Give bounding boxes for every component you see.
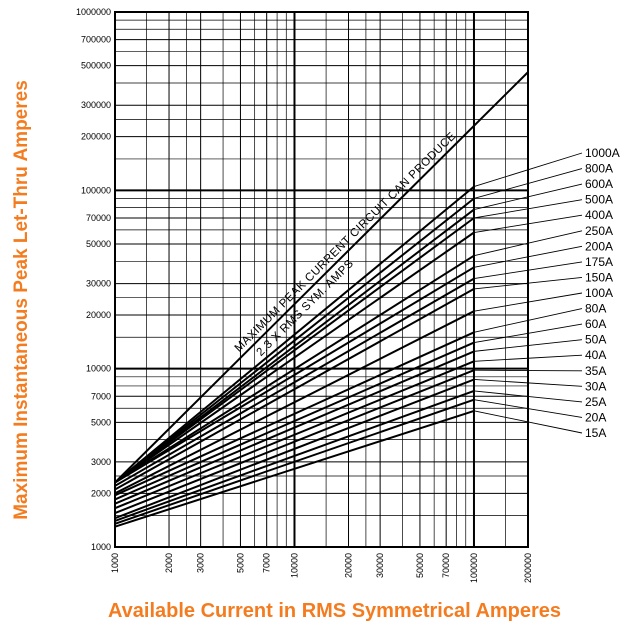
series-line-800a — [114, 197, 475, 484]
rating-label-25a: 25A — [585, 395, 606, 409]
leader-line — [473, 369, 583, 372]
series-line-50a — [114, 350, 475, 505]
leader-line — [473, 261, 583, 280]
y-tick-label: 200000 — [81, 132, 111, 142]
series-line-500a — [114, 217, 475, 484]
leader-line — [473, 152, 583, 187]
rating-label-30a: 30A — [585, 379, 606, 393]
rating-label-80a: 80A — [585, 302, 606, 316]
x-axis-label: Available Current in RMS Symmetrical Amp… — [107, 600, 562, 622]
rating-label-15a: 15A — [585, 426, 606, 440]
reference-line — [114, 71, 529, 484]
rating-label-20a: 20A — [585, 410, 606, 424]
leader-line — [473, 168, 583, 199]
x-tick-label: 100000 — [469, 553, 479, 583]
series-line-80a — [114, 331, 475, 497]
rating-label-175a: 175A — [585, 255, 613, 269]
rating-label-150a: 150A — [585, 270, 613, 284]
rating-label-500a: 500A — [585, 193, 613, 207]
rating-label-600a: 600A — [585, 177, 613, 191]
leader-line — [473, 214, 583, 233]
leader-line — [473, 399, 583, 418]
series-line-25a — [114, 389, 475, 522]
y-tick-label: 1000000 — [76, 7, 111, 17]
y-tick-label: 10000 — [86, 364, 111, 374]
leader-line — [473, 379, 583, 387]
y-tick-label: 50000 — [86, 239, 111, 249]
rating-label-1000a: 1000A — [585, 146, 620, 160]
x-tick-label: 7000 — [262, 553, 272, 573]
x-tick-label: 30000 — [375, 553, 385, 578]
rating-label-100a: 100A — [585, 286, 613, 300]
series-line-1000a — [114, 185, 475, 484]
rating-label-800a: 800A — [585, 162, 613, 176]
x-tick-label: 3000 — [196, 553, 206, 573]
rating-label-35a: 35A — [585, 364, 606, 378]
series-line-600a — [114, 208, 475, 484]
y-tick-label: 700000 — [81, 35, 111, 45]
y-tick-label: 2000 — [91, 488, 111, 498]
rating-lines — [114, 71, 529, 528]
leader-line — [473, 245, 583, 268]
x-tick-label: 70000 — [441, 553, 451, 578]
series-line-35a — [114, 369, 475, 515]
y-tick-label: 100000 — [81, 185, 111, 195]
rating-label-400a: 400A — [585, 208, 613, 222]
series-line-250a — [114, 254, 475, 484]
leader-line — [473, 230, 583, 257]
x-tick-label: 50000 — [415, 553, 425, 578]
x-tick-label: 1000 — [110, 553, 120, 573]
leader-line — [473, 199, 583, 219]
tick-labels: 1000 2000 3000 5000 7000 10000 20000 30000 50000… — [76, 7, 533, 583]
series-line-400a — [114, 231, 475, 484]
rating-label-200a: 200A — [585, 239, 613, 253]
series-line-20a — [114, 398, 475, 525]
leader-line — [473, 292, 583, 312]
x-tick-label: 2000 — [164, 553, 174, 573]
x-tick-label: 200000 — [523, 553, 533, 583]
series-line-15a — [114, 409, 475, 528]
rating-label-40a: 40A — [585, 348, 606, 362]
leader-line — [473, 410, 583, 434]
rating-label-50a: 50A — [585, 333, 606, 347]
y-tick-label: 300000 — [81, 100, 111, 110]
plot-frame — [114, 11, 529, 548]
series-line-100a — [114, 310, 475, 495]
y-tick-label: 500000 — [81, 61, 111, 71]
series-line-200a — [114, 266, 475, 484]
y-tick-label: 30000 — [86, 279, 111, 289]
series-line-30a — [114, 378, 475, 520]
x-tick-label: 5000 — [235, 553, 245, 573]
x-tick-label: 20000 — [344, 553, 354, 578]
chart-svg: 1000 2000 3000 5000 7000 10000 20000 30000 50000… — [76, 7, 620, 583]
leader-line — [473, 183, 583, 211]
rating-label-60a: 60A — [585, 317, 606, 331]
leader-line — [473, 276, 583, 290]
grid — [115, 12, 528, 547]
x-tick-label: 10000 — [289, 553, 299, 578]
y-tick-label: 1000 — [91, 542, 111, 552]
series-line-175a — [114, 277, 475, 487]
leader-line — [473, 390, 583, 403]
leader-lines — [473, 152, 583, 434]
rating-label-250a: 250A — [585, 224, 613, 238]
leader-line — [473, 308, 583, 333]
y-tick-label: 20000 — [86, 310, 111, 320]
leader-line — [473, 323, 583, 344]
series-line-150a — [114, 288, 475, 491]
series-line-60a — [114, 341, 475, 501]
y-tick-label: 3000 — [91, 457, 111, 467]
leader-line — [473, 339, 583, 352]
leader-line — [473, 354, 583, 362]
y-tick-label: 7000 — [91, 391, 111, 401]
plot-border — [114, 11, 529, 548]
series-line-40a — [114, 360, 475, 510]
y-tick-label: 5000 — [91, 417, 111, 427]
y-tick-label: 70000 — [86, 213, 111, 223]
